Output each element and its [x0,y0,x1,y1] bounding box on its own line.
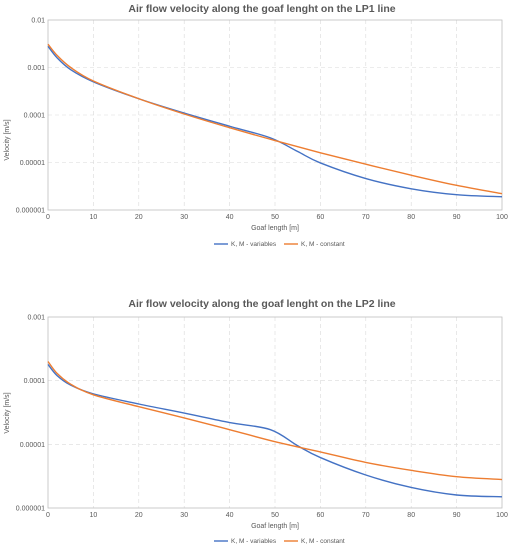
chart-2-y-tick-label: 0.001 [27,315,45,322]
chart-2-series-constant-line [47,361,503,481]
chart-2-legend-label: K, M - constant [301,538,345,545]
chart-2-x-tick-label: 20 [135,512,143,519]
chart-1-y-tick-label: 0.000001 [16,208,45,215]
chart-1-x-tick-label: 90 [453,214,461,221]
chart-2-y-tick-label: 0.0001 [24,378,46,385]
chart-2-title: Air flow velocity along the goaf lenght … [128,298,395,310]
chart-1-y-tick-label: 0.00001 [20,160,45,167]
chart-1-plot-frame [47,19,503,211]
chart-2-x-tick-label: 50 [271,512,279,519]
chart-1-x-tick-label: 10 [90,214,98,221]
chart-1-y-tick-label: 0.01 [31,18,45,25]
chart-1-x-tick-label: 30 [180,214,188,221]
chart-1-x-tick-label: 100 [496,214,508,221]
chart-2-x-tick-label: 80 [407,512,415,519]
chart-2-x-tick-label: 30 [180,512,188,519]
chart-1-x-tick-label: 70 [362,214,370,221]
chart-1-series-constant-line [47,43,503,195]
chart-2-x-tick-label: 90 [453,512,461,519]
chart-2-x-axis-label: Goaf length [m] [251,523,299,530]
chart-1-title: Air flow velocity along the goaf lenght … [128,3,395,15]
chart-2-x-tick-label: 100 [496,512,508,519]
chart-1-x-tick-label: 20 [135,214,143,221]
chart-2-x-tick-label: 0 [46,512,50,519]
chart-2: Air flow velocity along the goaf lenght … [4,298,508,545]
chart-2-x-tick-label: 70 [362,512,370,519]
chart-1-legend-label: K, M - variables [231,241,277,248]
chart-2-y-tick-label: 0.00001 [20,442,45,449]
chart-1-y-tick-label: 0.0001 [24,113,46,120]
chart-2-y-axis-label: Velocity [m/s] [4,392,11,433]
chart-2-series-variables-line [47,363,503,498]
chart-1-x-tick-label: 50 [271,214,279,221]
chart-2-plot-frame [47,316,503,509]
chart-1-x-tick-label: 40 [226,214,234,221]
chart-1: Air flow velocity along the goaf lenght … [4,3,508,248]
chart-1-x-tick-label: 60 [317,214,325,221]
chart-1-x-tick-label: 80 [407,214,415,221]
chart-1-x-tick-label: 0 [46,214,50,221]
chart-2-x-tick-label: 40 [226,512,234,519]
chart-2-x-tick-label: 10 [90,512,98,519]
chart-2-x-tick-label: 60 [317,512,325,519]
chart-1-y-tick-label: 0.001 [27,65,45,72]
chart-1-legend-label: K, M - constant [301,241,345,248]
chart-1-y-axis-label: Velocity [m/s] [4,119,11,160]
chart-2-y-tick-label: 0.000001 [16,506,45,513]
chart-1-x-axis-label: Goaf length [m] [251,225,299,232]
chart-1-series-variables-line [47,45,503,198]
chart-2-legend-label: K, M - variables [231,538,277,545]
